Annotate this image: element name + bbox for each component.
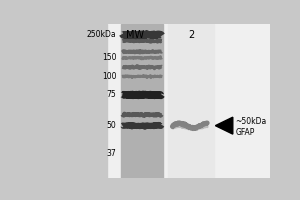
Bar <box>168 24 214 178</box>
Text: 50: 50 <box>107 121 116 130</box>
Bar <box>38 24 107 178</box>
Text: 150: 150 <box>102 53 116 62</box>
Text: ~50kDa: ~50kDa <box>235 117 266 126</box>
Bar <box>107 24 270 178</box>
Polygon shape <box>215 117 233 134</box>
Text: 250kDa: 250kDa <box>87 30 116 39</box>
Text: 75: 75 <box>107 90 116 99</box>
Text: MW: MW <box>126 30 144 40</box>
Text: 2: 2 <box>188 30 194 40</box>
Text: 37: 37 <box>107 149 116 158</box>
Bar <box>121 24 163 178</box>
Text: GFAP: GFAP <box>235 128 254 137</box>
Text: 100: 100 <box>102 72 116 81</box>
